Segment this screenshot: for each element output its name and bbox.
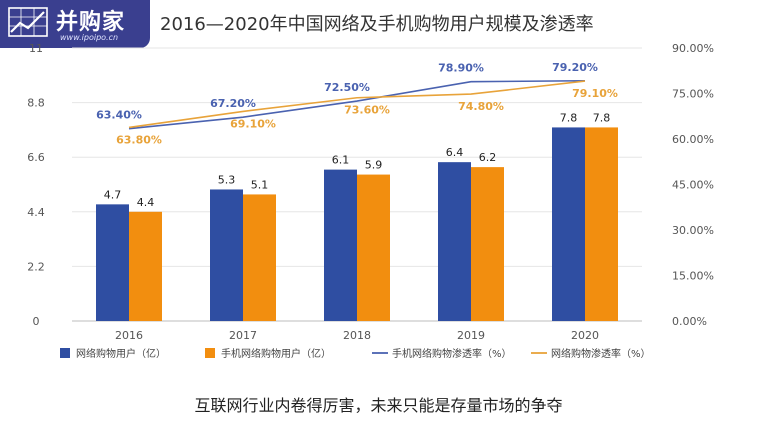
chart: 0 2.2 4.4 6.6 8.8 11 0.00% 15.00% 30.00% 45.00% 60… [27, 42, 714, 360]
line-2 [128, 80, 586, 129]
y-right-tick-label: 45.00% [672, 179, 714, 192]
legend-label: 手机网络购物用户（亿） [221, 347, 331, 360]
caption: 互联网行业内卷得厉害，未来只能是存量市场的争夺 [194, 396, 563, 415]
logo-url: www.ipoipo.cn [60, 33, 119, 42]
bar-2 [129, 211, 162, 321]
bar-1-label: 4.7 [104, 188, 122, 201]
chart-grid-icon [8, 7, 48, 37]
bar-1-label: 7.8 [560, 111, 578, 124]
line-2-label: 73.60% [344, 104, 390, 117]
legend-label: 网络购物用户（亿） [76, 347, 166, 360]
line-2-label: 69.10% [230, 117, 276, 130]
chart-title: 2016—2020年中国网络及手机购物用户规模及渗透率 [160, 14, 594, 35]
bar-1 [438, 162, 471, 321]
bar-2-label: 5.9 [365, 159, 383, 172]
bar-2-label: 7.8 [593, 111, 611, 124]
y-left-tick-label: 0 [33, 315, 40, 328]
bar-1 [324, 169, 357, 321]
y-left-tick-label: 6.6 [27, 151, 45, 164]
x-tick-label: 2020 [571, 329, 599, 342]
bar-2-label: 6.2 [479, 151, 497, 164]
y-right-tick-label: 30.00% [672, 224, 714, 237]
line-2-label: 74.80% [458, 100, 504, 113]
bar-2-label: 5.1 [251, 178, 269, 191]
logo: 并购家 www.ipoipo.cn [0, 0, 150, 48]
bar-2-label: 4.4 [137, 196, 155, 209]
line-1 [128, 79, 586, 130]
y-right-tick-label: 60.00% [672, 133, 714, 146]
bar-2 [471, 167, 504, 321]
bar-1 [210, 189, 243, 321]
bar-2 [357, 174, 390, 321]
logo-text: 并购家 [56, 10, 126, 35]
legend-label: 网络购物渗透率（%） [551, 347, 651, 360]
bar-1-label: 6.1 [332, 154, 350, 167]
bar-2 [243, 194, 276, 321]
line-2-label: 79.10% [572, 87, 618, 100]
y-left-tick-label: 11 [29, 42, 43, 55]
legend-swatch [60, 348, 70, 358]
line-1-label: 72.50% [324, 81, 370, 94]
x-tick-label: 2019 [457, 329, 485, 342]
line-2-label: 63.80% [116, 133, 162, 146]
y-right-tick-label: 75.00% [672, 88, 714, 101]
bar-1-label: 5.3 [218, 173, 236, 186]
bar-2 [585, 127, 618, 321]
line-1-label: 79.20% [552, 61, 598, 74]
x-tick-label: 2016 [115, 329, 143, 342]
line-1-label: 63.40% [96, 109, 142, 122]
line-1-label: 67.20% [210, 97, 256, 110]
legend-swatch [205, 348, 215, 358]
x-tick-label: 2017 [229, 329, 257, 342]
y-left-tick-label: 4.4 [27, 206, 45, 219]
line-1-label: 78.90% [438, 62, 484, 75]
bar-1 [552, 127, 585, 321]
y-left-tick-label: 2.2 [27, 260, 45, 273]
bar-1-label: 6.4 [446, 146, 464, 159]
y-right-tick-label: 0.00% [672, 315, 707, 328]
x-tick-label: 2018 [343, 329, 371, 342]
legend-label: 手机网络购物渗透率（%） [392, 347, 512, 360]
y-right-tick-label: 90.00% [672, 42, 714, 55]
y-left-tick-label: 8.8 [27, 97, 45, 110]
bar-1 [96, 204, 129, 321]
y-right-tick-label: 15.00% [672, 270, 714, 283]
